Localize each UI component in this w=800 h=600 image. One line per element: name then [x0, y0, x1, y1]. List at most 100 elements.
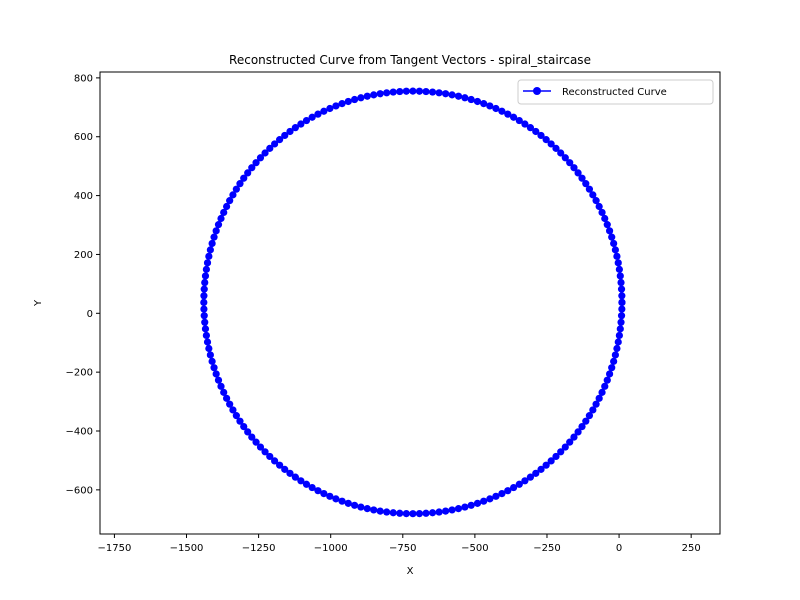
series-point: [521, 120, 529, 128]
series-point: [570, 164, 578, 172]
series-point: [595, 394, 603, 402]
series-point: [441, 507, 450, 515]
series-point: [338, 100, 346, 108]
series-point: [256, 154, 265, 162]
series-point: [201, 318, 209, 326]
series-point: [320, 489, 328, 498]
series-point: [252, 438, 260, 446]
series-point: [314, 110, 322, 118]
series-point: [537, 465, 545, 473]
x-tick-label: 0: [616, 543, 622, 554]
series-point: [547, 457, 555, 465]
series-point: [402, 87, 410, 95]
series-point: [552, 452, 560, 461]
series-point: [220, 388, 228, 396]
x-tick-label: −750: [389, 543, 416, 554]
series-point: [582, 417, 590, 425]
series-point: [608, 364, 616, 372]
y-tick-label: −600: [66, 485, 93, 496]
series-point: [598, 208, 606, 217]
series-point: [589, 191, 597, 199]
series-point: [271, 140, 279, 148]
series-point: [473, 499, 482, 507]
series-point: [615, 331, 623, 340]
series-point: [601, 382, 609, 390]
series-point: [618, 292, 626, 300]
series-point: [570, 433, 578, 441]
y-axis-ticks: −600 −400 −200 0 200 400 600 800: [66, 73, 100, 496]
series-point: [220, 208, 228, 217]
series-point: [236, 180, 244, 188]
series-point: [561, 443, 569, 451]
series-point: [422, 509, 430, 517]
series-point: [205, 344, 213, 353]
y-tick-label: −400: [66, 427, 93, 438]
series-point: [617, 278, 625, 287]
series-point: [498, 489, 506, 498]
series-point: [217, 214, 225, 223]
series-point: [542, 136, 550, 144]
series-point: [201, 325, 210, 333]
series-point: [308, 483, 316, 492]
series-point: [223, 202, 231, 211]
series-point: [561, 154, 569, 162]
series-point: [521, 477, 529, 485]
y-tick-label: −200: [66, 368, 93, 379]
series-point: [376, 507, 384, 515]
series-point: [248, 164, 256, 172]
series-point: [557, 448, 565, 456]
series-point: [229, 406, 237, 414]
series-point: [396, 509, 404, 517]
chart-title: Reconstructed Curve from Tangent Vectors…: [229, 53, 591, 67]
series-point: [592, 197, 600, 205]
series-point: [504, 487, 512, 495]
series-point: [461, 503, 469, 511]
series-point: [200, 298, 208, 307]
series-point: [363, 505, 371, 513]
series-point: [200, 285, 208, 293]
series-point: [441, 90, 450, 98]
series-point: [201, 272, 210, 280]
series-point: [229, 191, 237, 199]
series-point: [566, 438, 574, 446]
series-point: [236, 417, 244, 425]
series-point: [232, 185, 240, 193]
series-point: [603, 376, 611, 384]
series-point: [610, 357, 618, 365]
series-point: [206, 351, 214, 359]
series-point: [552, 144, 560, 152]
series-point: [357, 94, 365, 102]
series-point: [515, 116, 523, 125]
series-point: [532, 127, 540, 136]
series-point: [509, 483, 518, 492]
x-tick-label: −500: [461, 543, 488, 554]
x-tick-label: −1000: [314, 543, 348, 554]
series-point: [206, 246, 214, 254]
series-point: [557, 149, 565, 157]
series-point: [454, 505, 463, 513]
series-point: [492, 492, 500, 500]
y-tick-label: 400: [74, 191, 93, 202]
series-point: [526, 124, 535, 132]
x-tick-label: −1500: [170, 543, 204, 554]
series-point: [214, 376, 223, 384]
series-point: [608, 233, 616, 241]
series-point: [302, 116, 311, 125]
series-point: [498, 107, 506, 115]
series-point: [618, 305, 626, 313]
series-point: [256, 443, 265, 451]
series-point: [396, 87, 404, 96]
series-point: [409, 87, 417, 95]
plot-area: [99, 71, 721, 535]
x-axis-ticks: −1750 −1500 −1250 −1000 −750 −500 −250 0 250: [98, 534, 701, 554]
series-point: [578, 174, 586, 182]
y-tick-label: 200: [74, 250, 93, 261]
series-point: [291, 124, 299, 132]
series-point: [615, 265, 623, 273]
series-point: [428, 88, 437, 96]
series-point: [202, 265, 210, 273]
series-point: [210, 364, 218, 372]
series-point: [271, 457, 279, 465]
series-point: [585, 412, 594, 420]
